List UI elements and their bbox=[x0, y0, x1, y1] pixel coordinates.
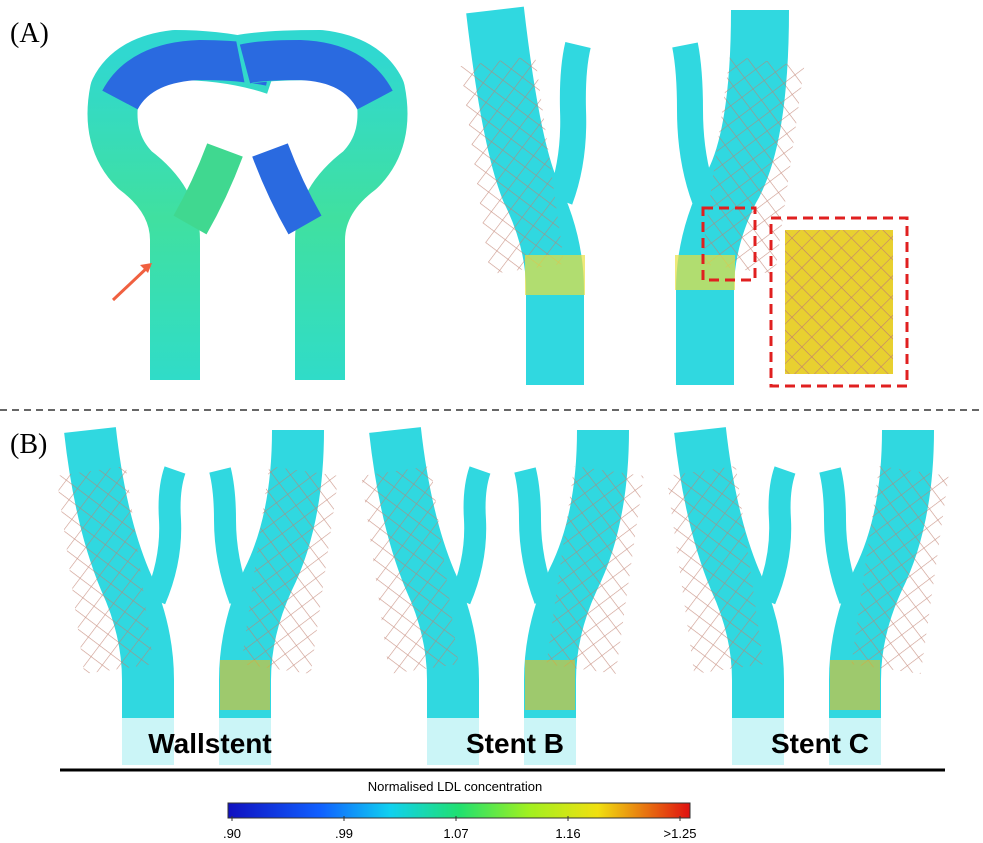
panel-label: (A) bbox=[10, 18, 49, 49]
vessel-model bbox=[675, 10, 907, 386]
stent-mesh bbox=[666, 466, 763, 674]
stent-label: Stent C bbox=[771, 728, 869, 759]
colorbar bbox=[228, 803, 690, 818]
figure: (A) (B) Wallstent Stent B Stent C Normalis… bbox=[0, 0, 983, 843]
stent-pair: Stent C bbox=[666, 430, 948, 766]
stent-label: Stent B bbox=[466, 728, 564, 759]
panel-label: (B) bbox=[10, 429, 47, 460]
stent-pair: Wallstent bbox=[56, 430, 338, 766]
vessel bbox=[830, 470, 850, 600]
stent-pair: Stent B bbox=[361, 430, 643, 766]
stent-label: Wallstent bbox=[148, 728, 271, 759]
colorbar-tick-label: 1.07 bbox=[443, 826, 468, 841]
highlight bbox=[220, 660, 270, 710]
highlight bbox=[525, 660, 575, 710]
vessel bbox=[155, 470, 175, 600]
vessel bbox=[220, 470, 240, 600]
colorbar-tick-label: >1.25 bbox=[664, 826, 697, 841]
vessel bbox=[525, 470, 545, 600]
vessel-model bbox=[461, 10, 585, 385]
colorbar-tick-label: .90 bbox=[223, 826, 241, 841]
stent-mesh bbox=[361, 466, 458, 674]
colorbar-tick-label: .99 bbox=[335, 826, 353, 841]
vessel bbox=[765, 470, 785, 600]
stent-mesh bbox=[241, 466, 338, 674]
vessel-models: Wallstent Stent B Stent C bbox=[56, 430, 948, 766]
highlight bbox=[830, 660, 880, 710]
stent-mesh bbox=[546, 466, 643, 674]
stent-mesh bbox=[851, 466, 948, 674]
colorbar-title: Normalised LDL concentration bbox=[368, 779, 542, 794]
vessel bbox=[460, 470, 480, 600]
colorbar-tick-label: 1.16 bbox=[555, 826, 580, 841]
stent-mesh bbox=[56, 466, 153, 674]
vessel-model bbox=[113, 55, 383, 380]
